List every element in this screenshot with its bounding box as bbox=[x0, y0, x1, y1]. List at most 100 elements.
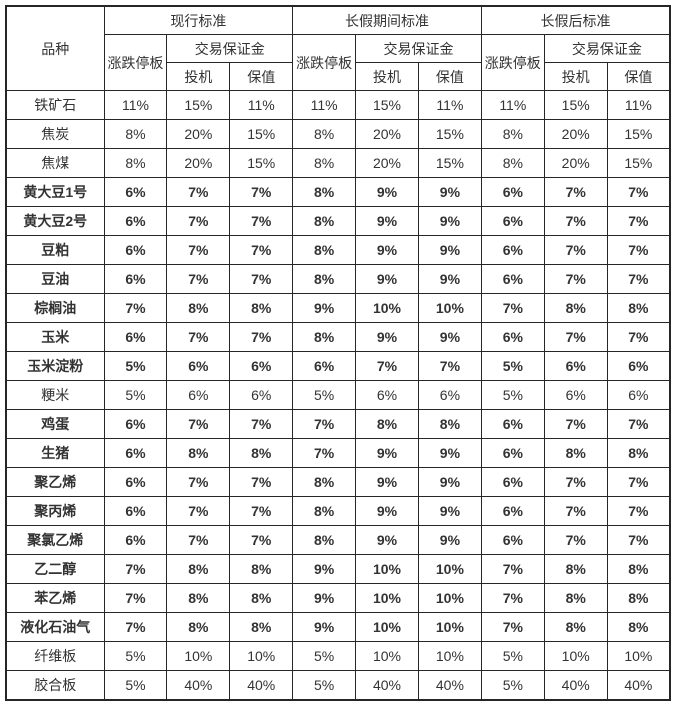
group-header-current-standard: 现行标准 bbox=[103, 5, 294, 35]
value-cell: 7% bbox=[417, 351, 482, 381]
value-cell: 7% bbox=[606, 235, 671, 265]
value-cell: 5% bbox=[292, 641, 357, 671]
value-cell: 8% bbox=[166, 554, 231, 584]
value-cell: 10% bbox=[355, 554, 419, 584]
value-cell: 7% bbox=[543, 409, 608, 439]
value-cell: 8% bbox=[166, 583, 231, 613]
value-cell: 8% bbox=[543, 612, 608, 642]
table-row: 乙二醇 7% 8% 8% 9% 10% 10% 7% 8% 8% bbox=[5, 554, 671, 584]
value-cell: 10% bbox=[417, 583, 482, 613]
value-cell: 9% bbox=[417, 438, 482, 468]
header-row-groups: 品种 现行标准 长假期间标准 长假后标准 bbox=[5, 5, 671, 91]
value-cell: 6% bbox=[543, 380, 608, 410]
value-cell: 9% bbox=[417, 322, 482, 352]
value-cell: 40% bbox=[606, 670, 671, 701]
table-row: 棕榈油 7% 8% 8% 9% 10% 10% 7% 8% 8% bbox=[5, 293, 671, 323]
value-cell: 40% bbox=[229, 670, 294, 701]
value-cell: 6% bbox=[417, 380, 482, 410]
value-cell: 7% bbox=[166, 235, 231, 265]
product-cell: 豆油 bbox=[5, 264, 105, 294]
value-cell: 9% bbox=[417, 177, 482, 207]
value-cell: 9% bbox=[292, 293, 357, 323]
value-cell: 8% bbox=[229, 583, 294, 613]
value-cell: 11% bbox=[480, 90, 545, 120]
value-cell: 8% bbox=[229, 554, 294, 584]
table-row: 胶合板 5% 40% 40% 5% 40% 40% 5% 40% 40% bbox=[5, 670, 671, 701]
value-cell: 7% bbox=[229, 525, 294, 555]
value-cell: 6% bbox=[103, 409, 168, 439]
value-cell: 10% bbox=[543, 641, 608, 671]
value-cell: 11% bbox=[292, 90, 357, 120]
value-cell: 6% bbox=[606, 351, 671, 381]
value-cell: 6% bbox=[480, 525, 545, 555]
product-cell: 聚氯乙烯 bbox=[5, 525, 105, 555]
value-cell: 20% bbox=[543, 148, 608, 178]
value-cell: 8% bbox=[103, 119, 168, 149]
product-cell: 纤维板 bbox=[5, 641, 105, 671]
margin-standards-table: 品种 现行标准 长假期间标准 长假后标准 涨跌停板 交易保证金 涨跌停板 交易保… bbox=[5, 5, 672, 701]
value-cell: 9% bbox=[355, 264, 419, 294]
value-cell: 9% bbox=[417, 206, 482, 236]
value-cell: 8% bbox=[229, 612, 294, 642]
subheader-hedging: 保值 bbox=[229, 62, 294, 91]
value-cell: 7% bbox=[543, 496, 608, 526]
value-cell: 10% bbox=[417, 554, 482, 584]
value-cell: 6% bbox=[103, 467, 168, 497]
value-cell: 10% bbox=[355, 641, 419, 671]
value-cell: 10% bbox=[166, 641, 231, 671]
product-cell: 豆粕 bbox=[5, 235, 105, 265]
table-row: 黄大豆2号 6% 7% 7% 8% 9% 9% 6% 7% 7% bbox=[5, 206, 671, 236]
value-cell: 8% bbox=[606, 554, 671, 584]
value-cell: 20% bbox=[166, 148, 231, 178]
value-cell: 6% bbox=[103, 264, 168, 294]
value-cell: 6% bbox=[480, 177, 545, 207]
table-row: 豆粕 6% 7% 7% 8% 9% 9% 6% 7% 7% bbox=[5, 235, 671, 265]
value-cell: 11% bbox=[417, 90, 482, 120]
table-row: 苯乙烯 7% 8% 8% 9% 10% 10% 7% 8% 8% bbox=[5, 583, 671, 613]
header-row-margin: 涨跌停板 交易保证金 涨跌停板 交易保证金 涨跌停板 交易保证金 bbox=[6, 34, 671, 91]
value-cell: 9% bbox=[355, 438, 419, 468]
table-row: 生猪 6% 8% 8% 7% 9% 9% 6% 8% 8% bbox=[5, 438, 671, 468]
value-cell: 6% bbox=[103, 177, 168, 207]
value-cell: 8% bbox=[292, 235, 357, 265]
value-cell: 9% bbox=[355, 177, 419, 207]
value-cell: 15% bbox=[229, 119, 294, 149]
value-cell: 11% bbox=[103, 90, 168, 120]
product-cell: 玉米 bbox=[5, 322, 105, 352]
value-cell: 9% bbox=[355, 322, 419, 352]
value-cell: 6% bbox=[480, 409, 545, 439]
value-cell: 8% bbox=[292, 177, 357, 207]
value-cell: 7% bbox=[480, 612, 545, 642]
value-cell: 8% bbox=[543, 438, 608, 468]
product-cell: 苯乙烯 bbox=[5, 583, 105, 613]
value-cell: 9% bbox=[417, 525, 482, 555]
value-cell: 5% bbox=[480, 380, 545, 410]
product-cell: 乙二醇 bbox=[5, 554, 105, 584]
value-cell: 8% bbox=[417, 409, 482, 439]
table-row: 粳米 5% 6% 6% 5% 6% 6% 5% 6% 6% bbox=[5, 380, 671, 410]
value-cell: 6% bbox=[292, 351, 357, 381]
value-cell: 6% bbox=[103, 206, 168, 236]
subheader-trading-margin: 交易保证金 bbox=[166, 34, 294, 63]
value-cell: 5% bbox=[292, 670, 357, 701]
value-cell: 5% bbox=[103, 380, 168, 410]
table-row: 铁矿石 11% 15% 11% 11% 15% 11% 11% 15% 11% bbox=[5, 90, 671, 120]
subheader-hedging: 保值 bbox=[606, 62, 671, 91]
value-cell: 5% bbox=[292, 380, 357, 410]
value-cell: 6% bbox=[229, 351, 294, 381]
product-cell: 生猪 bbox=[5, 438, 105, 468]
value-cell: 6% bbox=[606, 380, 671, 410]
value-cell: 15% bbox=[606, 119, 671, 149]
value-cell: 8% bbox=[166, 293, 231, 323]
value-cell: 6% bbox=[480, 264, 545, 294]
group-header-holiday-standard: 长假期间标准 bbox=[292, 5, 482, 35]
value-cell: 7% bbox=[103, 612, 168, 642]
value-cell: 7% bbox=[292, 409, 357, 439]
value-cell: 7% bbox=[606, 467, 671, 497]
product-cell: 液化石油气 bbox=[5, 612, 105, 642]
value-cell: 10% bbox=[355, 612, 419, 642]
product-cell: 棕榈油 bbox=[5, 293, 105, 323]
value-cell: 6% bbox=[103, 235, 168, 265]
value-cell: 9% bbox=[417, 264, 482, 294]
